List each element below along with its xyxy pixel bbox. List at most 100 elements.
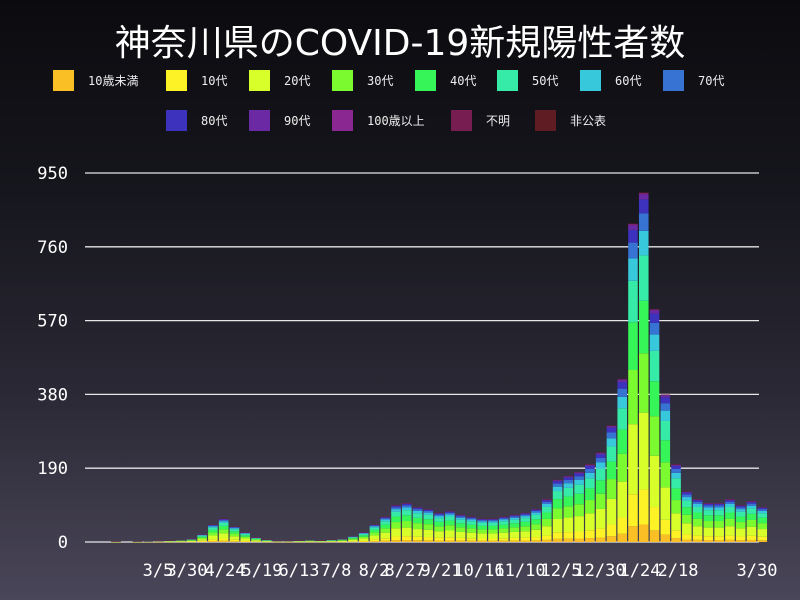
bar-segment bbox=[186, 540, 197, 542]
bar-segment bbox=[746, 501, 757, 503]
bar-segment bbox=[595, 528, 606, 538]
x-tick-label: 3/5 bbox=[143, 561, 174, 581]
bar-segment bbox=[682, 497, 692, 501]
bar-segment bbox=[498, 538, 509, 541]
bar-segment bbox=[725, 526, 735, 536]
legend-item: 10代 bbox=[166, 70, 227, 91]
bar-segment bbox=[725, 518, 735, 527]
bar-segment bbox=[369, 535, 380, 540]
bar-segment bbox=[703, 507, 714, 511]
bar-segment bbox=[477, 520, 487, 522]
bar-segment bbox=[585, 465, 595, 469]
bar-segment bbox=[445, 530, 455, 538]
bar-segment bbox=[606, 461, 617, 480]
bar-segment bbox=[703, 503, 714, 504]
legend-label: 30代 bbox=[367, 74, 394, 88]
bar-segment bbox=[628, 242, 638, 259]
bar-segment bbox=[434, 531, 444, 538]
y-tick-label: 0 bbox=[58, 533, 68, 553]
bar-segment bbox=[520, 531, 531, 538]
bar-segment bbox=[391, 516, 401, 523]
bar-segment bbox=[649, 313, 660, 323]
bar-segment bbox=[488, 540, 498, 542]
bar-segment bbox=[725, 503, 735, 507]
bar-segment bbox=[229, 531, 240, 534]
bar-segment bbox=[638, 213, 649, 231]
bar-segment bbox=[251, 539, 261, 541]
bar-segment bbox=[531, 537, 541, 541]
bar-segment bbox=[401, 507, 412, 511]
bar-segment bbox=[240, 538, 250, 541]
bar-segment bbox=[563, 487, 574, 497]
legend-item: 50代 bbox=[497, 70, 558, 91]
bar-segment bbox=[660, 487, 671, 520]
bar-segment bbox=[638, 230, 649, 256]
bar-segment bbox=[757, 536, 768, 541]
bar-segment bbox=[466, 521, 477, 525]
bar-segment bbox=[326, 541, 337, 542]
bar-segment bbox=[638, 192, 649, 194]
bar-segment bbox=[466, 524, 477, 529]
bar-segment bbox=[606, 524, 617, 537]
bar-segment bbox=[552, 508, 563, 520]
bar-segment bbox=[735, 536, 746, 541]
bar-segment bbox=[574, 531, 584, 539]
bar-segment bbox=[358, 534, 369, 536]
bar-segment bbox=[208, 532, 218, 536]
bar-segment bbox=[595, 453, 606, 455]
bar-segment bbox=[218, 520, 229, 522]
legend-label: 20代 bbox=[284, 74, 311, 88]
bar-segment bbox=[412, 513, 423, 518]
bar-segment bbox=[520, 537, 531, 541]
x-tick-label: 6/13 bbox=[279, 561, 320, 581]
bar-segment bbox=[240, 535, 250, 537]
bar-segment bbox=[337, 540, 347, 541]
bar-segment bbox=[412, 536, 423, 541]
bar-segment bbox=[649, 334, 660, 351]
bar-segment bbox=[455, 517, 466, 520]
bar-segment bbox=[746, 513, 757, 520]
bar-segment bbox=[208, 541, 218, 542]
legend-swatch bbox=[166, 70, 187, 91]
bar-segment bbox=[671, 465, 681, 469]
bar-segment bbox=[563, 496, 574, 507]
bar-segment bbox=[746, 526, 757, 536]
bar-segment bbox=[498, 521, 509, 525]
bar-segment bbox=[520, 514, 531, 517]
bar-segment bbox=[649, 507, 660, 531]
legend-item: 70代 bbox=[663, 70, 724, 91]
bar-segment bbox=[498, 540, 509, 542]
bar-segment bbox=[380, 538, 391, 541]
bar-segment bbox=[412, 517, 423, 524]
bar-segment bbox=[574, 479, 584, 485]
bar-segment bbox=[692, 539, 703, 542]
bar-segment bbox=[348, 541, 358, 542]
bar-segment bbox=[628, 526, 638, 542]
bar-segment bbox=[466, 518, 477, 520]
bar-segment bbox=[606, 426, 617, 428]
bar-segment bbox=[563, 517, 574, 533]
bar-segment bbox=[617, 396, 628, 409]
bar-segment bbox=[746, 535, 757, 540]
bar-segment bbox=[638, 255, 649, 301]
bar-segment bbox=[391, 540, 401, 542]
bar-segment bbox=[380, 540, 391, 542]
bar-segment bbox=[197, 537, 207, 540]
bar-segment bbox=[595, 480, 606, 494]
bar-segment bbox=[229, 528, 240, 530]
bar-segment bbox=[380, 528, 391, 533]
bar-segment bbox=[455, 519, 466, 524]
bar-segment bbox=[445, 512, 455, 515]
bar-segment bbox=[520, 516, 531, 519]
bar-segment bbox=[509, 516, 520, 518]
bar-segment bbox=[401, 536, 412, 541]
bar-segment bbox=[585, 488, 595, 501]
bar-segment bbox=[401, 503, 412, 504]
bar-segment bbox=[628, 280, 638, 323]
bar-segment bbox=[509, 527, 520, 532]
bar-segment bbox=[682, 534, 692, 540]
bar-segment bbox=[412, 523, 423, 530]
bar-segment bbox=[725, 512, 735, 519]
bar-segment bbox=[552, 480, 563, 482]
